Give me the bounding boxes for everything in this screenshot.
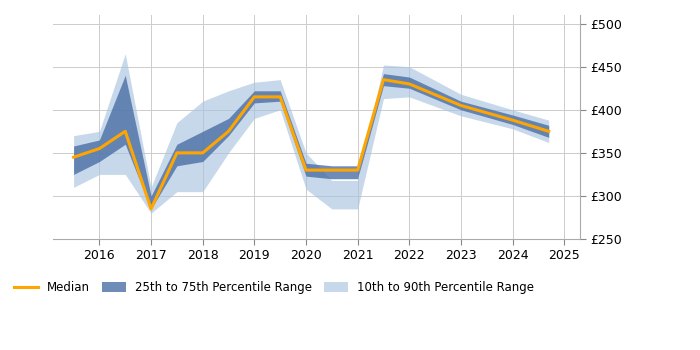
Legend: Median, 25th to 75th Percentile Range, 10th to 90th Percentile Range: Median, 25th to 75th Percentile Range, 1…: [8, 275, 540, 300]
